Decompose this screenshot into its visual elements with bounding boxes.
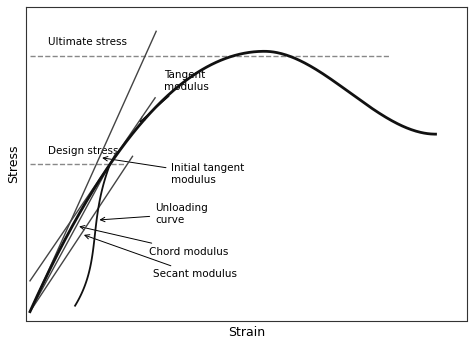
Text: Chord modulus: Chord modulus <box>80 226 228 256</box>
Text: Tangent
modulus: Tangent modulus <box>140 70 209 122</box>
Text: Unloading
curve: Unloading curve <box>100 203 208 225</box>
Text: Initial tangent
modulus: Initial tangent modulus <box>103 156 245 185</box>
X-axis label: Strain: Strain <box>228 326 265 339</box>
Text: Design stress: Design stress <box>48 146 118 156</box>
Text: Secant modulus: Secant modulus <box>85 235 237 280</box>
Text: Ultimate stress: Ultimate stress <box>48 37 127 47</box>
Y-axis label: Stress: Stress <box>7 145 20 183</box>
